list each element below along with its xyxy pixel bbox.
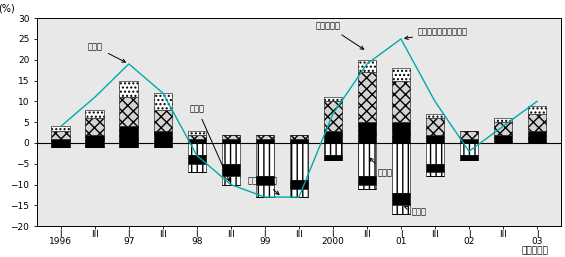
Bar (392, 193, 410, 205)
Bar (392, 143, 410, 193)
Text: 98: 98 (191, 237, 203, 246)
Bar (255, 139, 274, 143)
Bar (460, 143, 479, 155)
Bar (51, 126, 70, 131)
Bar (255, 135, 274, 139)
Bar (154, 93, 172, 110)
Bar (119, 126, 138, 143)
Bar (494, 118, 512, 122)
Bar (290, 189, 308, 197)
Bar (425, 172, 444, 176)
Bar (528, 131, 546, 143)
Bar (392, 122, 410, 143)
Bar (221, 164, 240, 176)
Bar (460, 155, 479, 160)
Bar (255, 143, 274, 176)
Bar (85, 135, 104, 143)
Bar (392, 68, 410, 80)
Bar (255, 176, 274, 185)
Bar (154, 110, 172, 131)
Bar (188, 135, 206, 139)
Bar (358, 72, 376, 122)
Bar (324, 131, 342, 143)
Bar (188, 143, 206, 155)
Bar (154, 131, 172, 143)
Bar (460, 131, 479, 139)
Text: 運輸・通信業: 運輸・通信業 (248, 176, 279, 195)
Text: 03: 03 (531, 237, 543, 246)
Bar (425, 135, 444, 143)
Text: 99: 99 (259, 237, 271, 246)
Bar (324, 97, 342, 101)
Bar (290, 143, 308, 180)
Bar (290, 135, 308, 139)
Bar (221, 139, 240, 143)
Bar (188, 131, 206, 135)
Bar (85, 143, 104, 147)
Bar (324, 155, 342, 160)
Bar (392, 80, 410, 122)
Text: 産業計: 産業計 (190, 105, 229, 181)
Bar (221, 143, 240, 164)
Bar (528, 114, 546, 131)
Bar (358, 122, 376, 143)
Bar (324, 143, 342, 155)
Text: 97: 97 (123, 237, 134, 246)
Text: 製造業: 製造業 (405, 206, 426, 216)
Bar (188, 155, 206, 164)
Bar (188, 139, 206, 143)
Bar (221, 135, 240, 139)
Text: その他: その他 (88, 42, 125, 62)
Bar (51, 131, 70, 139)
Bar (494, 135, 512, 143)
Bar (425, 118, 444, 135)
Bar (358, 185, 376, 189)
Bar (324, 101, 342, 131)
Text: （年・期）: （年・期） (521, 247, 548, 256)
Bar (255, 185, 274, 197)
Bar (528, 106, 546, 114)
Text: 2000: 2000 (321, 237, 345, 246)
Bar (460, 139, 479, 143)
Bar (85, 110, 104, 118)
Text: 建設業: 建設業 (370, 158, 392, 177)
Bar (425, 143, 444, 164)
Bar (51, 143, 70, 147)
Bar (85, 118, 104, 135)
Bar (154, 143, 172, 147)
Text: 02: 02 (463, 237, 475, 246)
Bar (290, 139, 308, 143)
Bar (119, 97, 138, 126)
Bar (119, 143, 138, 147)
Bar (188, 164, 206, 172)
Bar (221, 176, 240, 185)
Bar (494, 122, 512, 135)
Text: 卸売・小売業，飲食店: 卸売・小売業，飲食店 (405, 28, 468, 40)
Bar (358, 176, 376, 185)
Bar (425, 164, 444, 172)
Bar (425, 114, 444, 118)
Bar (358, 143, 376, 176)
Bar (290, 180, 308, 189)
Text: サービス業: サービス業 (316, 22, 364, 49)
Bar (358, 60, 376, 72)
Bar (51, 139, 70, 143)
Bar (119, 80, 138, 97)
Text: 01: 01 (395, 237, 407, 246)
Text: 1996: 1996 (49, 237, 72, 246)
Bar (392, 205, 410, 214)
Text: (%): (%) (0, 4, 15, 14)
